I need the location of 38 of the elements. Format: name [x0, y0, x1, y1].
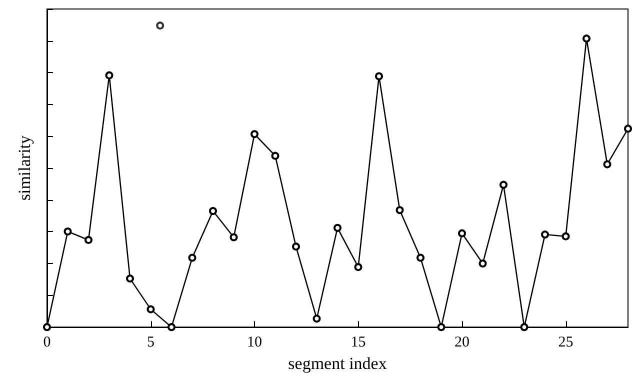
point	[334, 224, 342, 232]
point	[375, 72, 383, 80]
point	[188, 254, 196, 262]
point	[168, 323, 176, 332]
point	[458, 229, 466, 238]
point	[105, 71, 114, 80]
x-tick-label: 5	[147, 334, 154, 351]
point	[84, 236, 92, 244]
point	[354, 263, 362, 272]
x-tick-label: 0	[43, 334, 51, 351]
point	[603, 160, 612, 168]
x-axis-title: segment index	[288, 354, 388, 373]
point	[271, 152, 280, 160]
point	[416, 254, 424, 262]
point	[562, 232, 570, 240]
point	[520, 323, 528, 332]
point	[250, 130, 258, 138]
point	[43, 323, 51, 332]
point	[64, 228, 72, 236]
point	[230, 233, 238, 242]
point	[126, 274, 134, 283]
point	[209, 207, 217, 216]
point	[396, 206, 404, 214]
point	[156, 22, 164, 30]
y-axis-title: similarity	[15, 134, 34, 201]
point	[478, 259, 487, 268]
point	[541, 230, 549, 239]
point	[500, 180, 508, 189]
point	[624, 124, 632, 133]
point	[312, 314, 321, 323]
point	[292, 242, 300, 251]
x-tick-label: 25	[558, 334, 574, 351]
point	[146, 305, 155, 314]
x-tick-label: 20	[454, 334, 470, 351]
point	[437, 323, 446, 332]
x-tick-label: 15	[350, 334, 366, 351]
point	[582, 34, 590, 43]
x-tick-label: 10	[247, 334, 262, 351]
